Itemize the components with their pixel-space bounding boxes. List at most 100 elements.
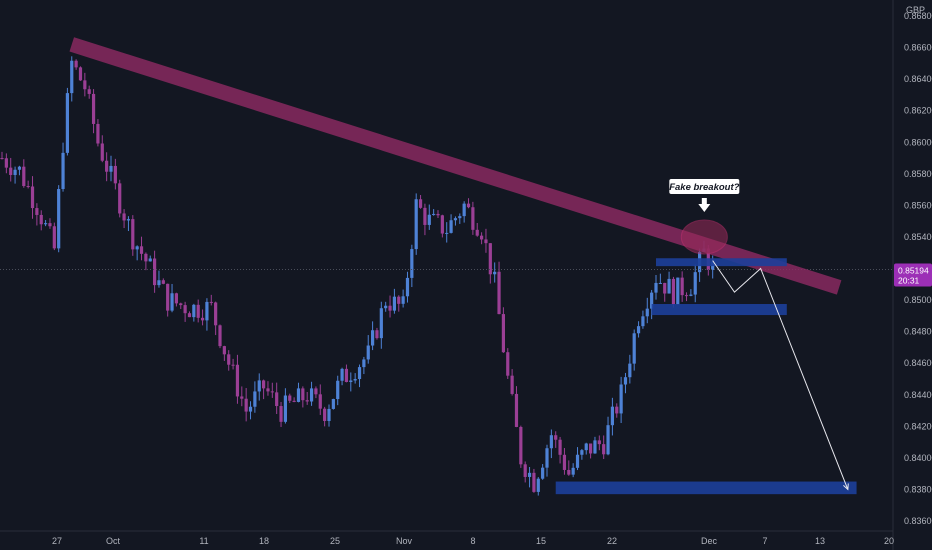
candle-body xyxy=(693,272,697,295)
candle-body xyxy=(257,380,261,392)
candle-body xyxy=(628,363,632,378)
candle-body xyxy=(676,277,680,305)
candle-body xyxy=(148,258,152,262)
candle-body xyxy=(157,280,161,286)
candle-body xyxy=(423,207,427,225)
candle-body xyxy=(296,388,301,402)
candle-body xyxy=(410,249,414,278)
candle-body xyxy=(187,313,192,318)
candle-body xyxy=(650,292,654,309)
candle-body xyxy=(554,435,558,440)
candle-body xyxy=(200,317,205,321)
candle-body xyxy=(384,305,388,309)
candle-body xyxy=(432,213,436,215)
candle-body xyxy=(379,308,383,339)
candle-body xyxy=(244,398,248,412)
candle-body xyxy=(139,246,144,254)
projection-arrowhead xyxy=(843,483,849,491)
candle-body xyxy=(4,158,8,168)
candle-body xyxy=(689,294,693,296)
candle-body xyxy=(480,235,484,240)
candle-body xyxy=(667,278,671,294)
candle-body xyxy=(645,308,649,317)
candle-body xyxy=(96,123,100,144)
candle-body xyxy=(57,189,61,249)
candle-body xyxy=(427,214,431,225)
candle-body xyxy=(205,301,209,321)
candle-body xyxy=(292,400,296,402)
candle-body xyxy=(658,282,662,284)
candle-body xyxy=(462,203,466,217)
resistance-zone[interactable] xyxy=(656,258,787,267)
candle-body xyxy=(275,392,279,407)
candle-body xyxy=(589,443,593,454)
projection-path[interactable] xyxy=(712,260,849,490)
candle-body xyxy=(567,469,571,475)
candle-body xyxy=(636,326,641,334)
time-tick-label: 7 xyxy=(762,536,767,546)
time-tick-label: 27 xyxy=(52,536,62,546)
time-axis[interactable]: 27 Oct 11 18 25 Nov 8 15 22 Dec 7 13 20 xyxy=(52,536,894,546)
target-zone[interactable] xyxy=(555,481,857,495)
candle-body xyxy=(17,166,22,170)
candle-body xyxy=(262,380,266,389)
candle-body xyxy=(475,229,479,236)
candle-body xyxy=(501,314,505,353)
current-price-badge xyxy=(894,263,932,287)
candle-body xyxy=(227,354,231,365)
candle-body xyxy=(362,359,366,368)
candle-body xyxy=(366,345,370,360)
candle-body xyxy=(113,165,117,184)
candle-body xyxy=(44,223,48,225)
candle-body xyxy=(414,199,418,250)
support-zone[interactable] xyxy=(651,304,787,316)
candle-body xyxy=(196,304,200,318)
breakout-highlight[interactable] xyxy=(680,219,728,255)
candle-body xyxy=(336,380,340,400)
candle-body xyxy=(144,253,148,262)
candle-body xyxy=(440,215,444,234)
candle-body xyxy=(183,305,187,314)
annotation-box[interactable] xyxy=(669,179,740,194)
candle-body xyxy=(91,93,96,124)
candle-body xyxy=(218,325,222,347)
candle-body xyxy=(471,207,475,230)
candle-body xyxy=(61,152,65,190)
candle-body xyxy=(610,406,614,426)
candle-body xyxy=(510,375,514,394)
time-tick-label: 25 xyxy=(330,536,340,546)
candle-body xyxy=(30,186,35,209)
candle-body xyxy=(619,384,623,414)
candle-body xyxy=(248,406,253,412)
candle-body xyxy=(70,60,74,94)
candle-body xyxy=(192,304,196,318)
candle-body xyxy=(615,406,619,414)
candle-body xyxy=(179,303,183,306)
candle-body xyxy=(48,223,52,227)
candle-body xyxy=(562,454,567,470)
candle-body xyxy=(392,296,396,311)
candle-body xyxy=(641,316,645,327)
candle-body xyxy=(279,406,283,422)
candle-body xyxy=(240,396,244,399)
candle-body xyxy=(623,377,628,385)
candle-body xyxy=(349,380,353,383)
candle-body xyxy=(488,243,492,275)
candle-body xyxy=(13,169,17,175)
candle-body xyxy=(305,400,309,402)
candle-body xyxy=(375,330,379,339)
candle-body xyxy=(118,183,122,214)
candle-body xyxy=(214,302,218,326)
candle-body xyxy=(680,277,684,296)
candle-body xyxy=(340,368,344,381)
candle-body xyxy=(593,440,597,454)
candle-body xyxy=(222,346,226,355)
